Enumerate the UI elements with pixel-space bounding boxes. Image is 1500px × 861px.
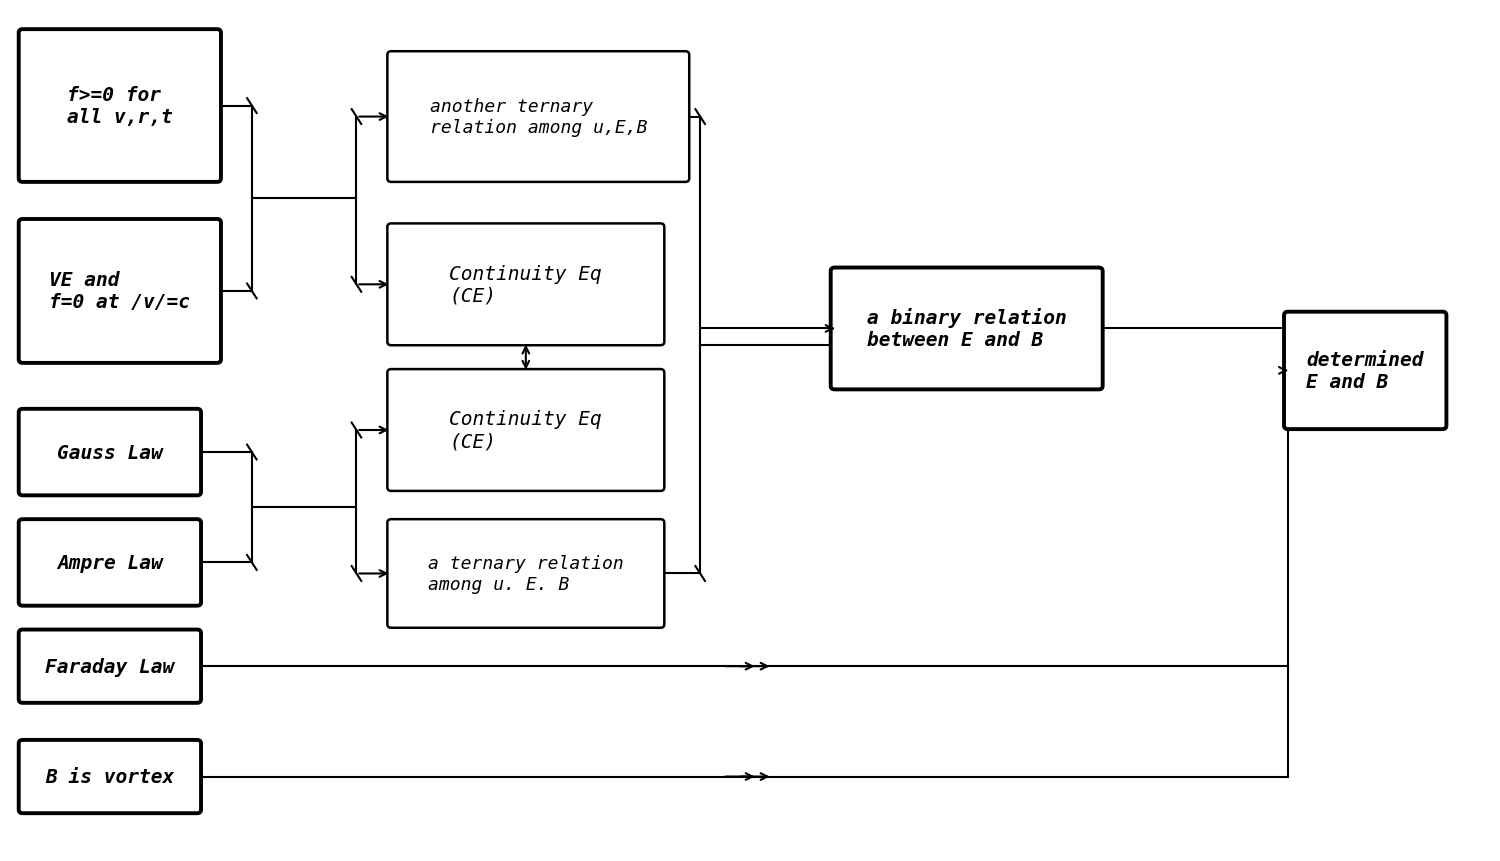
FancyBboxPatch shape [18, 629, 201, 703]
FancyBboxPatch shape [1284, 313, 1446, 430]
Text: B is vortex: B is vortex [45, 767, 174, 786]
FancyBboxPatch shape [387, 369, 664, 492]
FancyBboxPatch shape [387, 53, 688, 183]
Text: Ampre Law: Ampre Law [57, 554, 164, 573]
FancyBboxPatch shape [387, 224, 664, 346]
Text: Faraday Law: Faraday Law [45, 657, 174, 676]
FancyBboxPatch shape [18, 519, 201, 606]
FancyBboxPatch shape [18, 220, 220, 363]
Text: determined
E and B: determined E and B [1306, 350, 1424, 392]
FancyBboxPatch shape [387, 519, 664, 628]
FancyBboxPatch shape [18, 30, 220, 183]
Text: Gauss Law: Gauss Law [57, 443, 164, 462]
FancyBboxPatch shape [18, 409, 201, 496]
Text: f>=0 for
all v,r,t: f>=0 for all v,r,t [68, 86, 172, 127]
Text: a binary relation
between E and B: a binary relation between E and B [867, 308, 1066, 350]
Text: VE and
f=0 at /v/=c: VE and f=0 at /v/=c [50, 271, 190, 312]
FancyBboxPatch shape [831, 269, 1102, 390]
Text: another ternary
relation among u,E,B: another ternary relation among u,E,B [429, 98, 646, 137]
Text: a ternary relation
among u. E. B: a ternary relation among u. E. B [427, 554, 624, 593]
Text: Continuity Eq
(CE): Continuity Eq (CE) [450, 264, 602, 306]
Text: Continuity Eq
(CE): Continuity Eq (CE) [450, 410, 602, 451]
FancyBboxPatch shape [18, 740, 201, 814]
